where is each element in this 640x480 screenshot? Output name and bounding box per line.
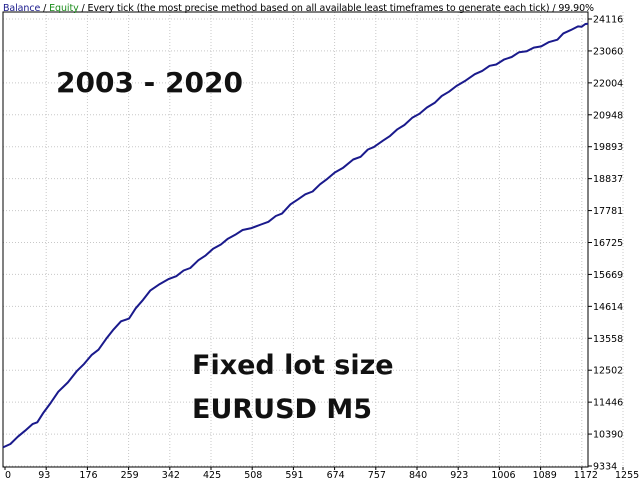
chart-header: Balance / Equity / Every tick (the most … bbox=[3, 3, 594, 14]
x-tick-label: 0 bbox=[5, 470, 11, 480]
equity-legend: Equity bbox=[49, 3, 79, 14]
separator: / bbox=[40, 3, 50, 14]
x-tick-label: 93 bbox=[38, 470, 50, 480]
symbol-annotation: EURUSD M5 bbox=[192, 394, 372, 425]
x-tick-label: 1172 bbox=[574, 470, 598, 480]
plot-border bbox=[2, 11, 589, 468]
x-tick-label: 259 bbox=[121, 470, 139, 480]
y-tick-label: 10390 bbox=[593, 430, 623, 441]
y-tick-label: 24116 bbox=[593, 15, 623, 26]
grid bbox=[3, 12, 624, 467]
x-axis: 0 93 176 259 342 425 508 591 674 757 840 923 1006 108… bbox=[4, 467, 639, 480]
x-tick-label: 674 bbox=[327, 470, 345, 480]
x-tick-label: 425 bbox=[203, 470, 221, 480]
y-tick-label: 22004 bbox=[593, 78, 623, 89]
x-tick-label: 1006 bbox=[491, 470, 515, 480]
y-tick-label: 12502 bbox=[593, 366, 623, 377]
y-tick-label: 19893 bbox=[593, 142, 623, 153]
y-tick-label: 15669 bbox=[593, 270, 623, 281]
x-tick-label: 591 bbox=[285, 470, 303, 480]
y-axis: 24116 23060 22004 20948 19893 18837 17781 16725… bbox=[588, 15, 623, 473]
x-tick-label: 757 bbox=[368, 470, 386, 480]
y-tick-label: 9334 bbox=[593, 462, 617, 473]
y-tick-label: 18837 bbox=[593, 174, 623, 185]
x-tick-label: 508 bbox=[244, 470, 262, 480]
lot-size-annotation: Fixed lot size bbox=[192, 350, 394, 381]
y-tick-label: 13558 bbox=[593, 334, 623, 345]
x-tick-label: 1255 bbox=[615, 470, 639, 480]
y-tick-label: 14614 bbox=[593, 302, 623, 313]
y-tick-label: 11446 bbox=[593, 398, 623, 409]
x-tick-label: 923 bbox=[450, 470, 468, 480]
y-tick-label: 20948 bbox=[593, 110, 623, 121]
balance-line bbox=[2, 22, 589, 449]
y-tick-label: 23060 bbox=[593, 46, 623, 57]
y-tick-label: 17781 bbox=[593, 206, 623, 217]
x-tick-label: 342 bbox=[162, 470, 180, 480]
balance-legend: Balance bbox=[3, 3, 41, 14]
period-annotation: 2003 - 2020 bbox=[56, 66, 243, 99]
test-method-text: / Every tick (the most precise method ba… bbox=[78, 3, 595, 14]
x-tick-label: 1089 bbox=[533, 470, 557, 480]
y-tick-label: 16725 bbox=[593, 238, 623, 249]
line-layer bbox=[2, 22, 589, 449]
x-tick-label: 176 bbox=[79, 470, 97, 480]
x-tick-label: 840 bbox=[409, 470, 427, 480]
